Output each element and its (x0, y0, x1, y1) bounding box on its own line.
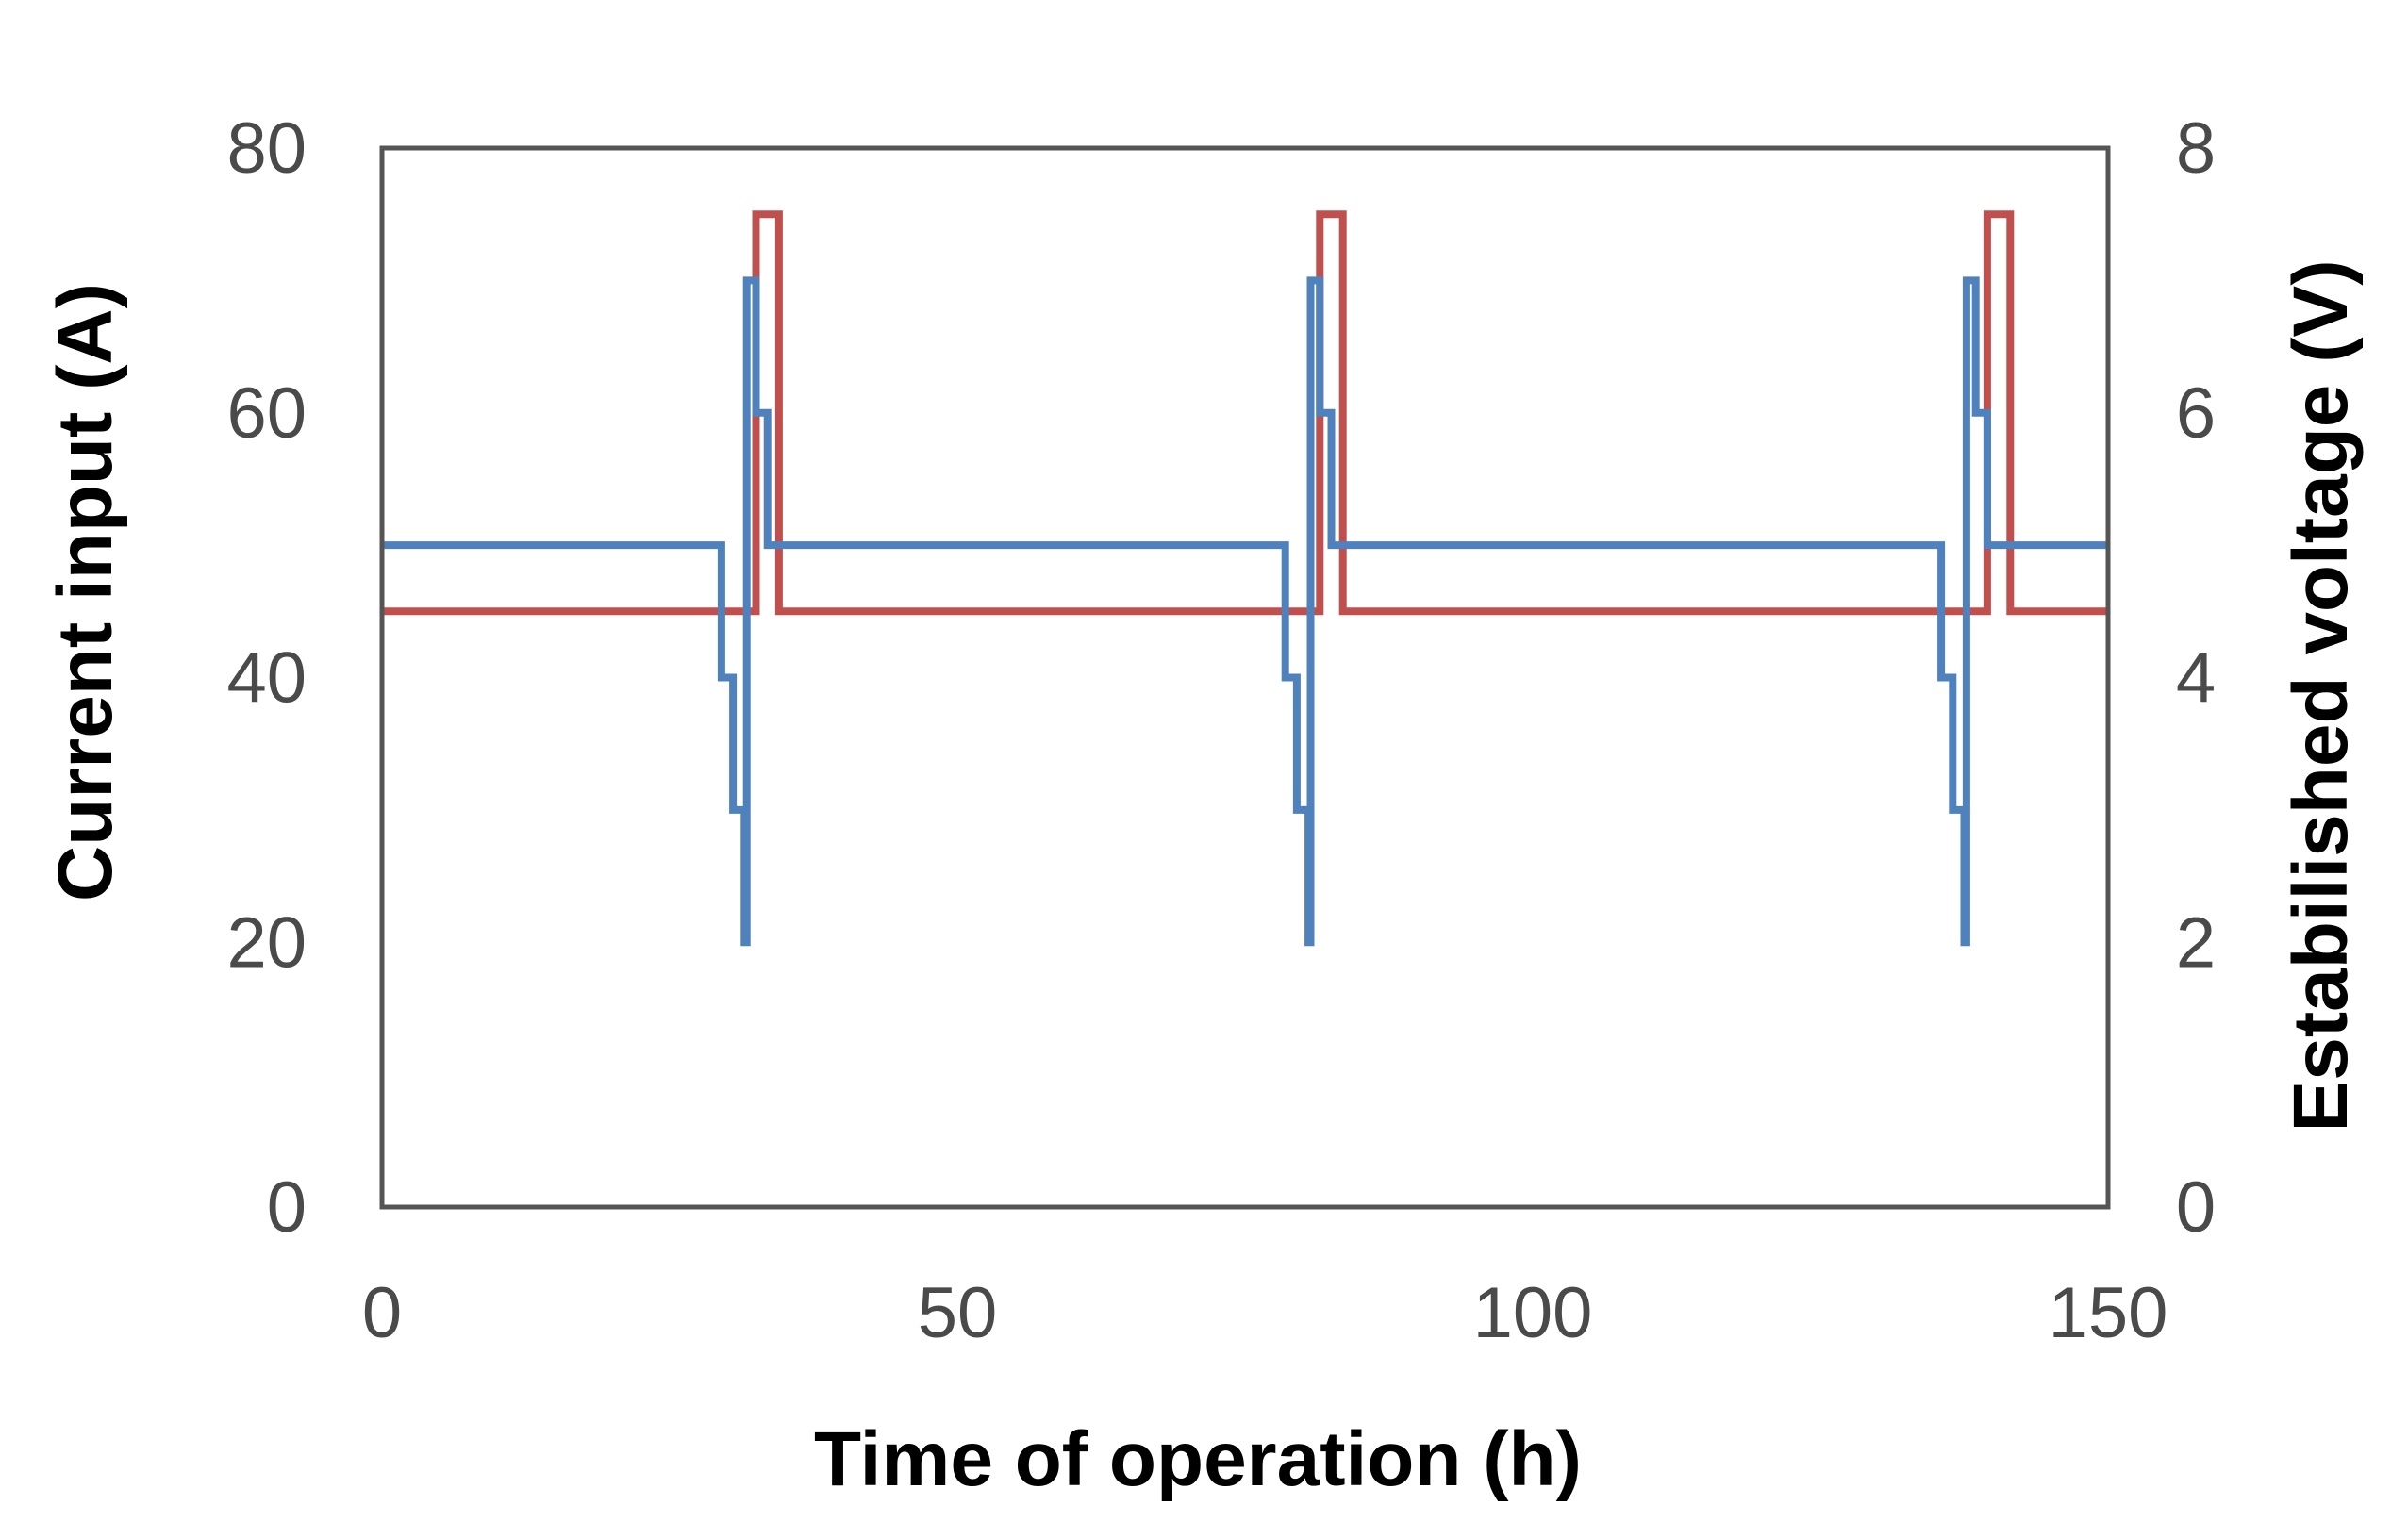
x-tick-label: 0 (362, 1273, 402, 1353)
y-right-tick-label: 8 (2176, 108, 2216, 189)
y-left-tick-label: 0 (267, 1167, 307, 1248)
x-tick-label: 150 (2049, 1273, 2168, 1353)
y-left-axis-title: Current input (A) (42, 283, 128, 902)
y-left-tick-label: 20 (226, 902, 307, 983)
y-right-axis-title: Estabilished voltage (V) (2278, 260, 2364, 1133)
y-left-tick-label: 60 (226, 373, 307, 454)
y-left-tick-label: 80 (226, 108, 307, 189)
series-layer (382, 210, 2108, 947)
y-right-tick-label: 0 (2176, 1167, 2216, 1248)
x-tick-label: 50 (918, 1273, 998, 1353)
y-right-tick-label: 6 (2176, 373, 2216, 454)
voltage-series-line (382, 276, 2108, 947)
y-left-tick-label: 40 (226, 638, 307, 719)
plot-frame (379, 145, 2111, 1210)
y-right-tick-label: 4 (2176, 638, 2216, 719)
y-right-tick-label: 2 (2176, 902, 2216, 983)
current-series-line (382, 210, 2108, 616)
x-axis-title: Time of operation (h) (814, 1416, 1582, 1502)
x-tick-label: 100 (1473, 1273, 1593, 1353)
